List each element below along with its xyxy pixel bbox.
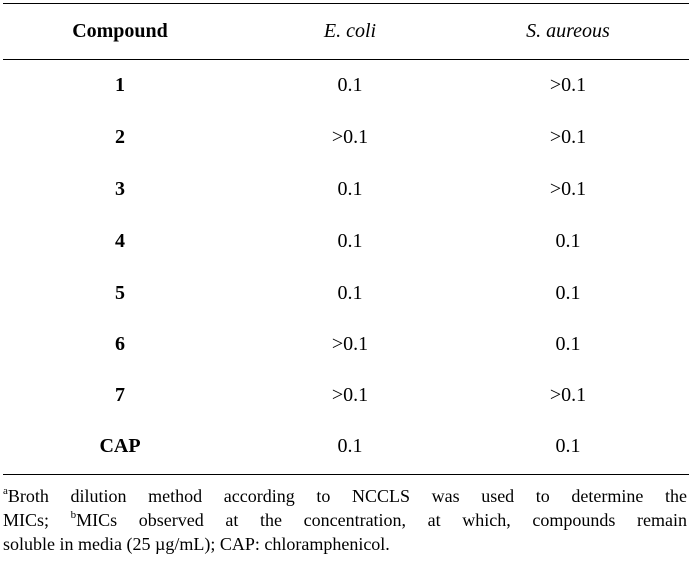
cell-ecoli: >0.1: [331, 126, 369, 148]
cell-compound: CAP: [99, 435, 141, 457]
header-ecoli: E. coli: [323, 20, 377, 42]
cell-compound: 1: [115, 74, 125, 96]
footnote-mark-a: a: [3, 485, 8, 497]
footnote-line-1: aBroth dilution method according to NCCL…: [3, 484, 687, 508]
cell-compound: 4: [115, 230, 125, 252]
cell-ecoli: 0.1: [337, 74, 363, 96]
cell-compound: 5: [115, 282, 125, 304]
table-row: 2 >0.1 >0.1: [0, 111, 689, 163]
footnote-line-2: MICs; bMICs observed at the concentratio…: [3, 508, 687, 532]
cell-ecoli: 0.1: [337, 178, 363, 200]
table-header-row: Compound E. coli S. aureous: [0, 5, 689, 57]
cell-saureus: 0.1: [555, 230, 581, 252]
cell-compound: 3: [115, 178, 125, 200]
cell-ecoli: >0.1: [331, 333, 369, 355]
cell-saureus: >0.1: [549, 126, 587, 148]
cell-ecoli: 0.1: [337, 282, 363, 304]
cell-compound: 2: [115, 126, 125, 148]
table-row: 4 0.1 0.1: [0, 215, 689, 267]
cell-ecoli: >0.1: [331, 384, 369, 406]
header-compound: Compound: [72, 20, 168, 42]
footnote-text-1: Broth dilution method according to NCCLS…: [7, 486, 687, 506]
cell-saureus: >0.1: [549, 178, 587, 200]
cell-ecoli: 0.1: [337, 230, 363, 252]
cell-compound: 7: [115, 384, 125, 406]
footnote-line-3: soluble in media (25 µg/mL); CAP: chlora…: [3, 534, 390, 554]
cell-saureus: 0.1: [555, 333, 581, 355]
table-top-rule: [3, 3, 689, 4]
cell-saureus: >0.1: [549, 384, 587, 406]
footnote-text-2b: MICs observed at the concentration, at w…: [76, 510, 687, 530]
header-saureus: S. aureous: [526, 20, 610, 42]
cell-saureus: 0.1: [555, 435, 581, 457]
table-row: 3 0.1 >0.1: [0, 163, 689, 215]
table-row: 7 >0.1 >0.1: [0, 369, 689, 421]
cell-compound: 6: [115, 333, 125, 355]
table-row: 5 0.1 0.1: [0, 267, 689, 319]
table-bottom-rule: [3, 474, 689, 475]
table-row: CAP 0.1 0.1: [0, 420, 689, 472]
cell-saureus: >0.1: [549, 74, 587, 96]
footnote-mark-b: b: [70, 509, 77, 521]
table-header-rule: [3, 59, 689, 60]
table-row: 6 >0.1 0.1: [0, 318, 689, 370]
table-footnote: aBroth dilution method according to NCCL…: [3, 484, 687, 556]
cell-ecoli: 0.1: [337, 435, 363, 457]
table-row: 1 0.1 >0.1: [0, 59, 689, 111]
footnote-text-2a: MICs;: [3, 510, 71, 530]
cell-saureus: 0.1: [555, 282, 581, 304]
